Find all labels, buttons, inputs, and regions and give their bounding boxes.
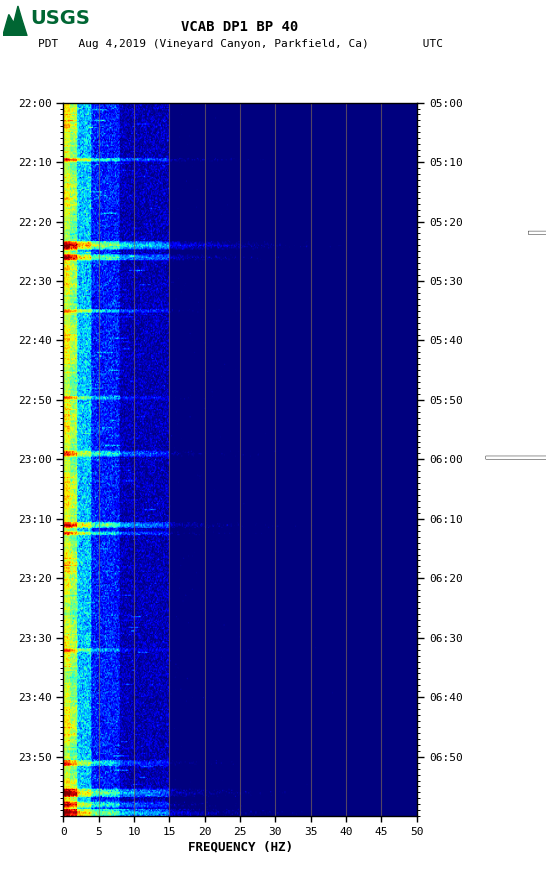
Text: PDT   Aug 4,2019 (Vineyard Canyon, Parkfield, Ca)        UTC: PDT Aug 4,2019 (Vineyard Canyon, Parkfie… xyxy=(38,39,443,49)
Text: USGS: USGS xyxy=(30,9,90,29)
Polygon shape xyxy=(3,6,27,36)
Text: VCAB DP1 BP 40: VCAB DP1 BP 40 xyxy=(182,20,299,34)
X-axis label: FREQUENCY (HZ): FREQUENCY (HZ) xyxy=(188,841,293,854)
